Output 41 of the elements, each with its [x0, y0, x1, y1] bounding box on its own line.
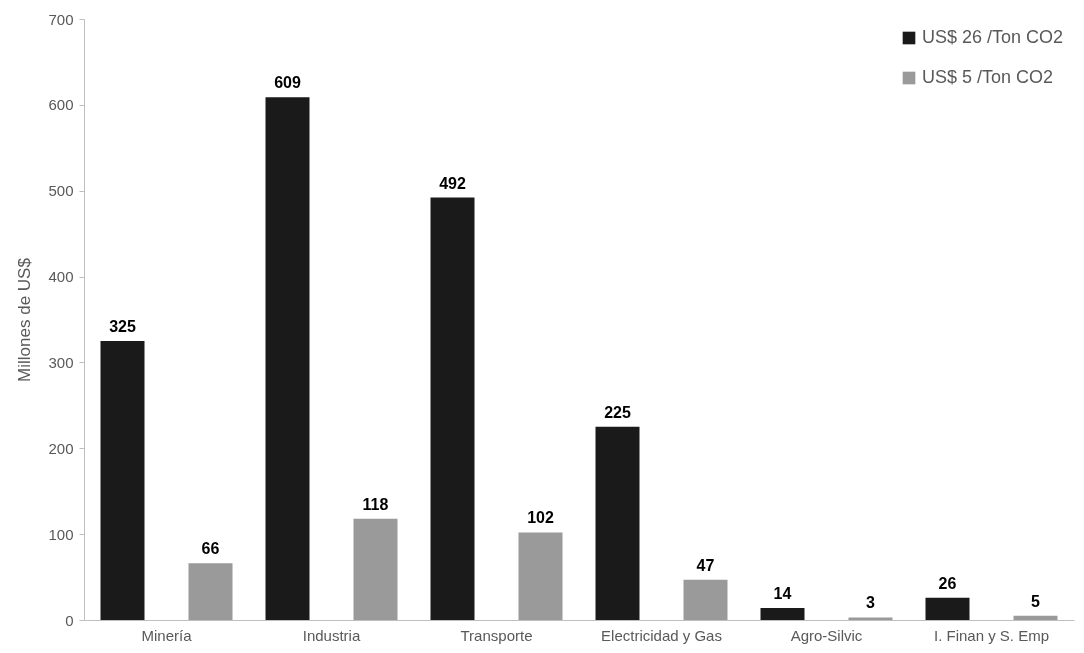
- bar: [430, 197, 475, 620]
- y-tick-label: 100: [48, 525, 74, 543]
- bar: [683, 579, 728, 620]
- x-tick-label: Industria: [302, 626, 361, 644]
- y-tick-label: 400: [48, 268, 74, 286]
- y-tick-label: 200: [48, 439, 74, 457]
- bar: [353, 518, 398, 620]
- x-tick-label: Transporte: [460, 626, 533, 644]
- data-label: 225: [604, 403, 631, 421]
- y-tick-label: 600: [48, 96, 74, 114]
- y-tick-label: 700: [48, 10, 74, 28]
- bar: [265, 97, 310, 620]
- data-label: 5: [1031, 592, 1041, 610]
- data-label: 47: [696, 556, 715, 574]
- data-label: 118: [362, 495, 389, 513]
- bar: [100, 340, 145, 620]
- data-label: 14: [773, 584, 792, 602]
- data-label: 102: [527, 509, 554, 527]
- x-tick-label: Electricidad y Gas: [601, 626, 722, 644]
- bar: [188, 563, 233, 620]
- data-label: 66: [201, 540, 220, 558]
- x-tick-label: Minería: [141, 626, 193, 644]
- bar: [518, 532, 563, 620]
- data-label: 26: [938, 574, 957, 592]
- data-label: 325: [109, 317, 136, 335]
- bar: [925, 597, 970, 620]
- y-axis-title: Millones de US$: [15, 257, 35, 382]
- bar: [848, 617, 893, 620]
- y-tick-label: 0: [65, 611, 74, 629]
- bar: [760, 607, 805, 620]
- data-label: 609: [274, 74, 301, 92]
- x-tick-label: I. Finan y S. Emp: [933, 626, 1050, 644]
- bar: [595, 426, 640, 620]
- y-tick-label: 300: [48, 353, 74, 371]
- y-tick-label: 500: [48, 182, 74, 200]
- legend-label: US$ 26 /Ton CO2: [922, 27, 1064, 47]
- data-label: 492: [439, 174, 466, 192]
- x-tick-label: Agro-Silvic: [790, 626, 863, 644]
- bar: [1013, 615, 1058, 620]
- legend-label: US$ 5 /Ton CO2: [922, 67, 1054, 87]
- data-label: 3: [866, 594, 876, 612]
